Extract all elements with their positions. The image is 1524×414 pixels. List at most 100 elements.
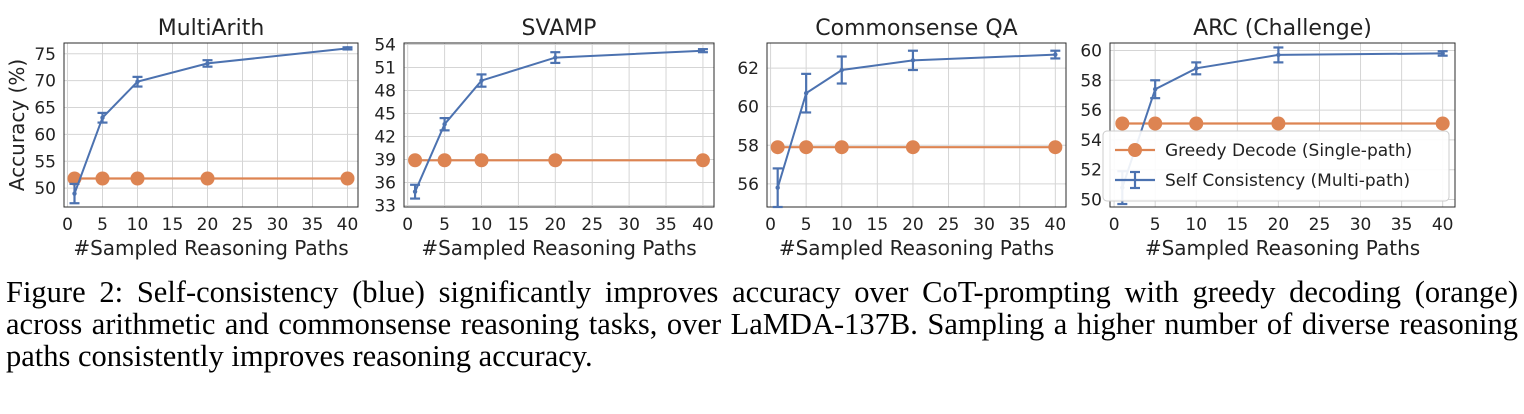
x-tick-label: 40 — [1045, 215, 1067, 235]
x-tick-label: 0 — [765, 215, 776, 235]
legend-box — [1102, 130, 1450, 202]
y-tick-label: 58 — [737, 136, 759, 156]
y-tick-label: 55 — [34, 152, 56, 172]
legend-item: Greedy Decode (Single-path) — [1115, 141, 1412, 161]
y-tick-label: 50 — [1080, 191, 1102, 211]
x-tick-label: 15 — [508, 215, 530, 235]
data-point — [1189, 116, 1204, 131]
y-tick-label: 51 — [374, 59, 396, 79]
x-tick-label: 5 — [97, 215, 108, 235]
plot-frame — [403, 42, 715, 208]
y-tick-label: 60 — [737, 98, 759, 118]
legend-swatch-marker — [1128, 143, 1142, 157]
chart-title: SVAMP — [522, 16, 597, 41]
x-tick-label: 0 — [1109, 215, 1120, 235]
data-point — [553, 55, 558, 60]
x-tick-label: 15 — [1227, 215, 1249, 235]
x-tick-label: 40 — [1432, 215, 1454, 235]
data-point — [72, 191, 77, 196]
x-tick-label: 10 — [471, 215, 493, 235]
chart-panel-3: 0 5 10 15 20 25 30 35 40 56 58 60 62 Commonsense QA #S… — [737, 16, 1067, 260]
x-tick-label: 35 — [302, 215, 324, 235]
x-tick-label: 20 — [1268, 215, 1290, 235]
x-tick-label: 5 — [439, 215, 450, 235]
x-tick-label: 20 — [544, 215, 566, 235]
x-axis-label: #Sampled Reasoning Paths — [73, 236, 348, 260]
data-point — [135, 79, 140, 84]
data-point — [1440, 51, 1445, 56]
series-line — [776, 53, 1056, 188]
x-tick-label: 25 — [938, 215, 960, 235]
data-point — [200, 171, 215, 186]
data-point — [1276, 52, 1281, 58]
x-tick-label: 5 — [801, 215, 812, 235]
data-point — [1194, 66, 1199, 71]
data-point — [1048, 140, 1063, 155]
y-tick-label: 58 — [1080, 71, 1102, 91]
data-point — [345, 46, 350, 51]
x-tick-label: 10 — [127, 215, 149, 235]
legend-label: Greedy Decode (Single-path) — [1165, 141, 1412, 161]
chart-title: MultiArith — [158, 16, 265, 41]
x-tick-label: 0 — [402, 215, 413, 235]
x-tick-label: 30 — [973, 215, 995, 235]
legend-label: Self Consistency (Multi-path) — [1165, 171, 1410, 191]
y-tick-label: 60 — [1080, 41, 1102, 61]
data-point — [1053, 52, 1058, 57]
series-line — [73, 47, 348, 194]
data-point — [839, 67, 844, 73]
data-point — [834, 140, 849, 155]
x-tick-label: 10 — [1185, 215, 1207, 235]
x-axis-label: #Sampled Reasoning Paths — [779, 236, 1054, 260]
data-point — [700, 48, 706, 53]
x-tick-label: 30 — [618, 215, 640, 235]
data-point — [1115, 116, 1130, 131]
series-greedy-decode — [1115, 116, 1450, 131]
data-point — [408, 153, 423, 168]
series-greedy-decode — [770, 140, 1063, 155]
x-tick-label: 35 — [655, 215, 677, 235]
x-tick-label: 30 — [1350, 215, 1372, 235]
figure-caption: Figure 2: Self-consistency (blue) signif… — [6, 275, 1518, 373]
plot-frame — [1109, 42, 1456, 208]
x-tick-label: 5 — [1150, 215, 1161, 235]
data-point — [775, 185, 780, 190]
y-tick-label: 39 — [374, 150, 396, 170]
chart-panel-1: 0 5 10 15 20 25 30 35 40 50 55 60 65 70 75 MultiArith #S… — [5, 16, 359, 260]
y-tick-label: 60 — [34, 125, 56, 145]
y-axis-label: Accuracy (%) — [5, 59, 29, 191]
data-point — [479, 78, 484, 83]
x-tick-label: 40 — [337, 215, 359, 235]
x-tick-label: 35 — [1009, 215, 1031, 235]
series-greedy-decode — [67, 171, 355, 186]
y-tick-label: 75 — [34, 45, 56, 65]
data-point — [95, 171, 110, 186]
data-point — [474, 153, 489, 168]
data-point — [130, 171, 145, 186]
y-tick-label: 42 — [374, 127, 396, 147]
y-tick-label: 65 — [34, 99, 56, 119]
data-point — [205, 61, 210, 66]
data-point — [770, 140, 785, 155]
series-line — [414, 49, 703, 193]
x-tick-label: 40 — [692, 215, 714, 235]
x-tick-label: 0 — [62, 215, 73, 235]
x-tick-label: 20 — [902, 215, 924, 235]
y-tick-label: 33 — [374, 196, 396, 216]
data-point — [548, 153, 563, 168]
data-point — [1435, 116, 1450, 131]
data-point — [910, 58, 916, 63]
x-tick-label: 20 — [197, 215, 219, 235]
data-point — [340, 171, 355, 186]
y-tick-label: 45 — [374, 105, 396, 125]
y-tick-label: 54 — [374, 36, 396, 56]
figure-panels: 0 5 10 15 20 25 30 35 40505560657075MultiArith#S… — [5, 16, 1456, 260]
series-self-consistency — [410, 48, 708, 200]
y-tick-label: 56 — [1080, 101, 1102, 121]
x-tick-label: 25 — [581, 215, 603, 235]
chart-title: Commonsense QA — [815, 16, 1017, 41]
legend-item: Self Consistency (Multi-path) — [1115, 170, 1410, 191]
series-self-consistency — [772, 49, 1061, 209]
data-point — [905, 140, 920, 155]
